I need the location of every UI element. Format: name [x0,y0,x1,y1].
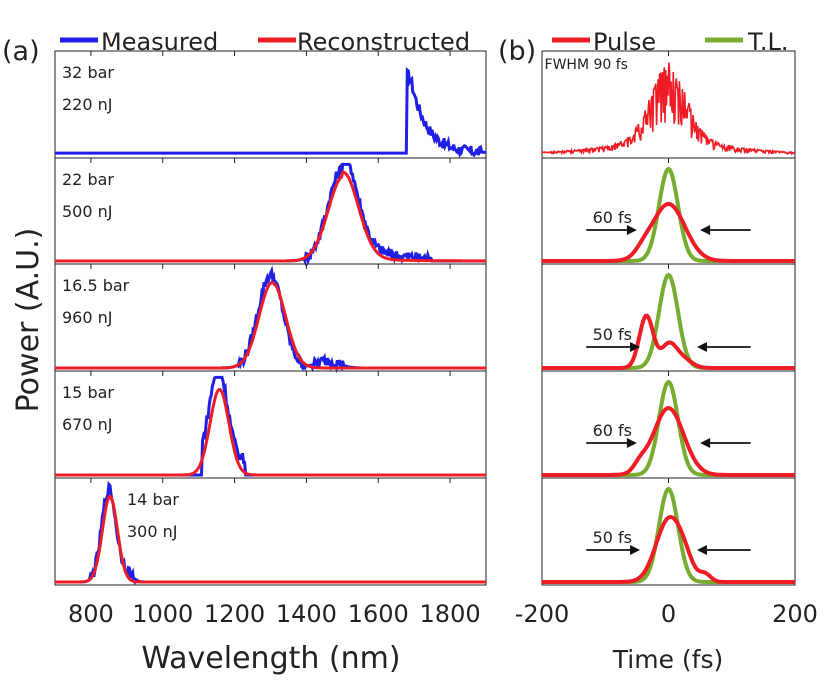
subplot-a-1: 32 bar 220 nJ [54,50,487,159]
x-tick-label-b: 200 [772,600,818,628]
tl-trace [542,166,795,263]
arrowhead [696,545,707,555]
pulse-trace [542,201,795,263]
subplot-b-1: FWHM 90 fs [541,50,796,159]
reconstructed-spectrum [55,170,486,263]
arrowhead [626,225,637,235]
pressure-label: 32 bar [62,63,114,82]
arrowhead [700,438,711,448]
panel-a: 32 bar 220 nJ 22 bar 500 nJ 16.5 bar 960 nJ 15… [54,50,487,586]
arrowhead [630,342,641,352]
subplot-frame [54,157,487,265]
pulse-trace [541,62,796,156]
x-tick-label-a: 1000 [132,600,193,628]
pulse-trace [542,313,795,370]
measured-spectrum [55,66,486,158]
y-axis-label: Power (A.U.) [11,228,46,413]
tl-trace [542,379,795,477]
fwhm-annotation: 50 fs [593,325,632,344]
tl-trace [542,486,795,584]
x-tick-label-a: 1600 [348,600,409,628]
reconstructed-spectrum [55,280,486,370]
measured-spectrum [55,375,486,477]
x-axis-label-b: Time (fs) [612,645,723,674]
subplot-a-4: 15 bar 670 nJ [54,370,487,479]
subplot-b-2: 60 fs [541,157,796,265]
subplot-b-5: 50 fs [541,477,796,586]
legend-measured-label: Measured [101,28,218,56]
subplot-b-4: 60 fs [541,370,796,479]
subplot-frame [541,477,796,586]
reconstructed-spectrum [55,494,486,584]
panel-a-label: (a) [2,36,40,67]
energy-label: 500 nJ [62,202,112,221]
subplot-a-2: 22 bar 500 nJ [54,157,487,267]
energy-label: 960 nJ [62,308,112,327]
energy-label: 670 nJ [62,415,112,434]
arrowhead [626,438,637,448]
x-axis-label-a: Wavelength (nm) [141,641,400,676]
pressure-label: 22 bar [62,170,114,189]
x-tick-label-b: -200 [515,600,569,628]
tl-trace [542,272,795,370]
pressure-label: 15 bar [62,383,114,402]
panel-b-label: (b) [498,36,536,67]
subplot-a-5: 14 bar 300 nJ [54,477,487,586]
pressure-label: 14 bar [127,490,179,509]
x-tick-label-a: 1400 [276,600,337,628]
x-ticks-a: 800 1000 1200 1400 1600 1800 [68,600,481,628]
measured-spectrum [55,162,486,267]
legend-a: Measured Reconstructed [60,28,470,56]
reconstructed-spectrum [55,387,486,477]
panel-b: FWHM 90 fs 60 fs 50 fs 60 fs 50 fs [541,50,796,586]
subplot-frame [54,477,487,586]
fwhm-annotation: 50 fs [593,528,632,547]
subplot-frame [541,370,796,479]
legend-b: Pulse T.L. [552,28,788,56]
x-ticks-b: -200 0 200 [515,600,818,628]
energy-label: 220 nJ [62,95,112,114]
subplot-frame [54,370,487,479]
pressure-label: 16.5 bar [62,276,130,295]
subplot-b-3: 50 fs [541,263,796,372]
x-tick-label-a: 1800 [420,600,481,628]
x-tick-label-b: 0 [661,600,676,628]
subplot-frame [54,50,487,159]
arrowhead [696,342,707,352]
pulse-trace [542,514,795,584]
measured-spectrum [55,480,486,586]
arrowhead [700,225,711,235]
subplot-frame [541,263,796,372]
arrowhead [630,545,641,555]
fwhm-annotation: 60 fs [593,421,632,440]
legend-reconstructed-label: Reconstructed [297,28,470,56]
subplot-a-3: 16.5 bar 960 nJ [54,263,487,374]
x-tick-label-a: 1200 [204,600,265,628]
x-tick-label-a: 800 [68,600,114,628]
legend-tl-label: T.L. [747,28,788,56]
fwhm-annotation: FWHM 90 fs [545,57,628,73]
energy-label: 300 nJ [127,522,177,541]
subplot-frame [541,157,796,265]
legend-pulse-label: Pulse [593,28,656,56]
fwhm-annotation: 60 fs [593,208,632,227]
pulse-trace [542,405,795,477]
